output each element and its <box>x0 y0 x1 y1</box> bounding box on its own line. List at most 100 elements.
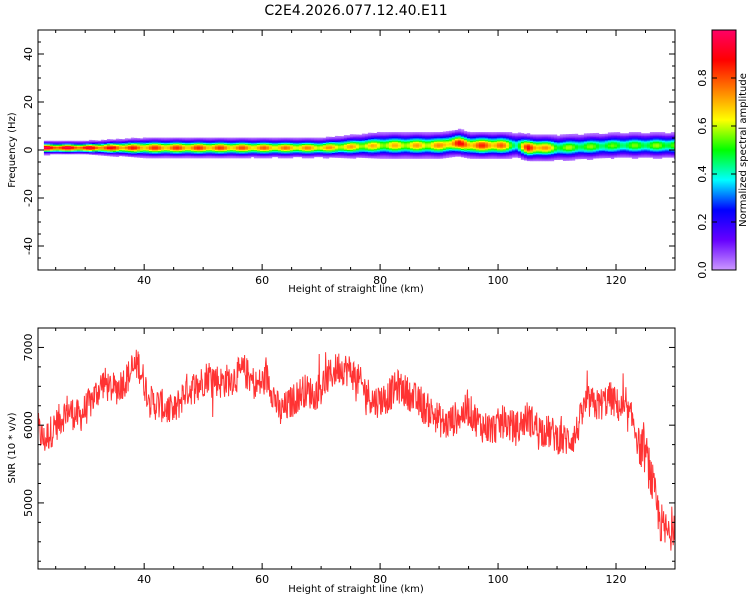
spectrogram-cell <box>169 143 174 146</box>
spectrogram-cell <box>358 141 363 144</box>
spectrogram-cell <box>295 144 300 147</box>
spectrogram-cell <box>544 159 549 162</box>
spectrogram-cell <box>223 156 228 159</box>
spectrogram-cell <box>574 152 579 155</box>
spectrogram-cell <box>511 134 516 137</box>
spectrogram-cell <box>517 142 522 144</box>
spectrogram-cell <box>442 136 447 138</box>
spectrogram-cell <box>175 143 180 146</box>
spectrogram-cell <box>112 150 117 152</box>
spectrogram-cell <box>358 155 363 157</box>
spectrogram-x-tick-label: 100 <box>488 274 509 287</box>
snr-y-tick-label: 5000 <box>22 489 35 517</box>
spectrogram-cell <box>451 151 456 154</box>
spectrogram-cell <box>661 132 666 134</box>
spectrogram-cell <box>43 140 48 143</box>
spectrogram-cell <box>67 151 72 154</box>
spectrogram-cell <box>604 136 609 138</box>
spectrogram-cell <box>496 144 501 146</box>
spectrogram-cell <box>121 153 126 156</box>
spectrogram-cell <box>673 150 675 152</box>
spectrogram-cell <box>511 135 516 138</box>
spectrogram-cell <box>361 145 366 148</box>
spectrogram-cell <box>76 144 81 146</box>
spectrogram-cell <box>445 155 450 157</box>
spectrogram-cell <box>280 152 285 154</box>
spectrogram-cell <box>370 138 375 141</box>
spectrogram-cell <box>625 135 630 138</box>
spectrogram-cell <box>385 156 390 158</box>
spectrogram-cell <box>571 155 576 158</box>
spectrogram-cell <box>433 156 438 158</box>
spectrogram-cell <box>349 136 354 139</box>
spectrogram-cell <box>148 148 153 150</box>
spectrogram-cell <box>316 143 321 146</box>
spectrogram-cell <box>364 152 369 155</box>
spectrogram-cell <box>247 156 252 159</box>
spectrogram-cell <box>496 132 501 134</box>
spectrogram-cell <box>259 156 264 159</box>
spectrogram-cell <box>124 147 129 150</box>
spectrogram-cell <box>673 139 675 141</box>
spectrogram-cell <box>268 153 273 155</box>
spectrogram-cell <box>178 143 183 146</box>
spectrogram-cell <box>73 141 78 144</box>
spectrogram-cell <box>238 155 243 158</box>
spectrogram-cell <box>625 140 630 143</box>
spectrogram-cell <box>376 155 381 158</box>
spectrogram-cell <box>490 151 495 153</box>
spectrogram-cell <box>619 145 624 147</box>
spectrogram-cell <box>649 146 654 149</box>
spectrogram-cell <box>514 153 519 156</box>
spectrogram-cell <box>583 145 588 147</box>
spectrogram-cell <box>253 156 258 159</box>
spectrogram-cell <box>451 130 456 132</box>
spectrogram-cell <box>232 138 237 141</box>
spectrogram-cell <box>634 134 639 137</box>
spectrogram-cell <box>130 137 135 140</box>
spectrogram-cell <box>580 143 585 145</box>
spectrogram-cell <box>268 138 273 141</box>
spectrogram-cell <box>172 152 177 154</box>
spectrogram-cell <box>346 137 351 140</box>
spectrogram-cell <box>97 151 102 153</box>
spectrogram-cell <box>424 147 429 150</box>
spectrogram-cell <box>109 141 114 144</box>
spectrogram-cell <box>541 154 546 157</box>
spectrogram-cell <box>247 144 252 147</box>
spectrogram-cell <box>247 148 252 150</box>
spectrogram-cell <box>421 136 426 139</box>
spectrogram-cell <box>139 155 144 157</box>
spectrogram-cell <box>577 146 582 149</box>
spectrogram-cell <box>310 137 315 140</box>
spectrogram-cell <box>346 142 351 144</box>
spectrogram-cell <box>619 153 624 156</box>
spectrogram-cell <box>46 150 51 152</box>
spectrogram-cell <box>541 145 546 147</box>
spectrogram-cell <box>121 140 126 142</box>
spectrogram-cell <box>523 150 528 153</box>
spectrogram-cell <box>298 155 303 158</box>
spectrogram-cell <box>166 149 171 152</box>
spectrogram-cell <box>568 142 573 144</box>
spectrogram-cell <box>325 136 330 139</box>
spectrogram-cell <box>91 141 96 143</box>
spectrogram-cell <box>547 158 552 161</box>
spectrogram-y-axis-label: Frequency (Hz) <box>7 112 18 188</box>
spectrogram-cell <box>658 147 663 150</box>
spectrogram-cell <box>490 144 495 146</box>
spectrogram-cell <box>184 146 189 148</box>
spectrogram-cell <box>151 147 156 149</box>
spectrogram-cell <box>187 153 192 155</box>
spectrogram-cell <box>385 153 390 156</box>
spectrogram-cell <box>121 152 126 154</box>
spectrogram-cell <box>343 150 348 153</box>
spectrogram-cell <box>634 136 639 139</box>
spectrogram-cell <box>553 148 558 151</box>
spectrogram-cell <box>568 148 573 150</box>
spectrogram-cell <box>127 139 132 142</box>
spectrogram-cell <box>604 139 609 142</box>
spectrogram-cell <box>337 138 342 140</box>
spectrogram-cell <box>436 133 441 135</box>
spectrogram-cell <box>595 143 600 146</box>
